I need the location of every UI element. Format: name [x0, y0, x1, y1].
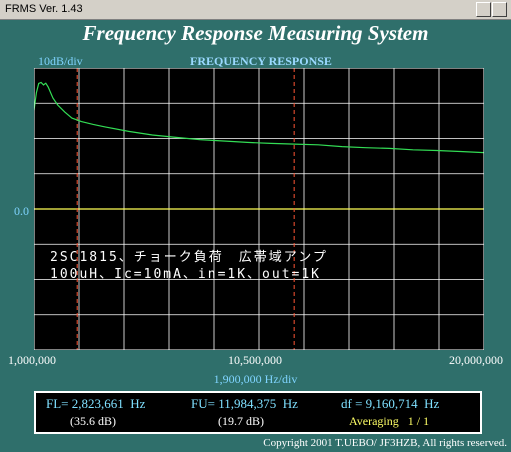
frequency-markers: [76, 68, 295, 350]
fl-db-readout: (35.6 dB): [70, 414, 116, 428]
minimize-button[interactable]: [476, 2, 491, 17]
window-title: FRMS Ver. 1.43: [5, 3, 83, 15]
fl-readout: FL= 2,823,661 Hz: [46, 396, 146, 411]
x-tick-end: 20,000,000: [449, 353, 503, 367]
app-heading: Frequency Response Measuring System: [82, 21, 429, 45]
title-bar: FRMS Ver. 1.43: [0, 0, 511, 20]
y-zero-label: 0.0: [14, 204, 29, 218]
note-line-1: 2SC1815、チョーク負荷 広帯域アンプ: [50, 250, 328, 265]
x-tick-start: 1,000,000: [8, 353, 56, 367]
df-readout: df = 9,160,714 Hz: [341, 396, 440, 411]
y-scale-label: 10dB/div: [38, 54, 83, 68]
results-panel: FL= 2,823,661 Hz FU= 11,984,375 Hz df = …: [34, 391, 482, 434]
fu-db-readout: (19.7 dB): [218, 414, 264, 428]
note-line-2: 100uH、Ic=10mA、in=1K、out=1K: [50, 267, 322, 282]
x-tick-center: 10,500,000: [228, 353, 282, 367]
close-button[interactable]: [492, 2, 507, 17]
frequency-response-plot: [34, 68, 484, 350]
plot-title: FREQUENCY RESPONSE: [190, 54, 332, 68]
response-trace: [34, 81, 484, 154]
x-unit-label: 1,900,000 Hz/div: [213, 372, 298, 386]
fu-readout: FU= 11,984,375 Hz: [191, 396, 298, 411]
copyright-text: Copyright 2001 T.UEBO/ JF3HZB, All right…: [263, 437, 507, 449]
plot-grid: [34, 68, 484, 350]
averaging-readout: Averaging 1 / 1: [349, 414, 430, 428]
